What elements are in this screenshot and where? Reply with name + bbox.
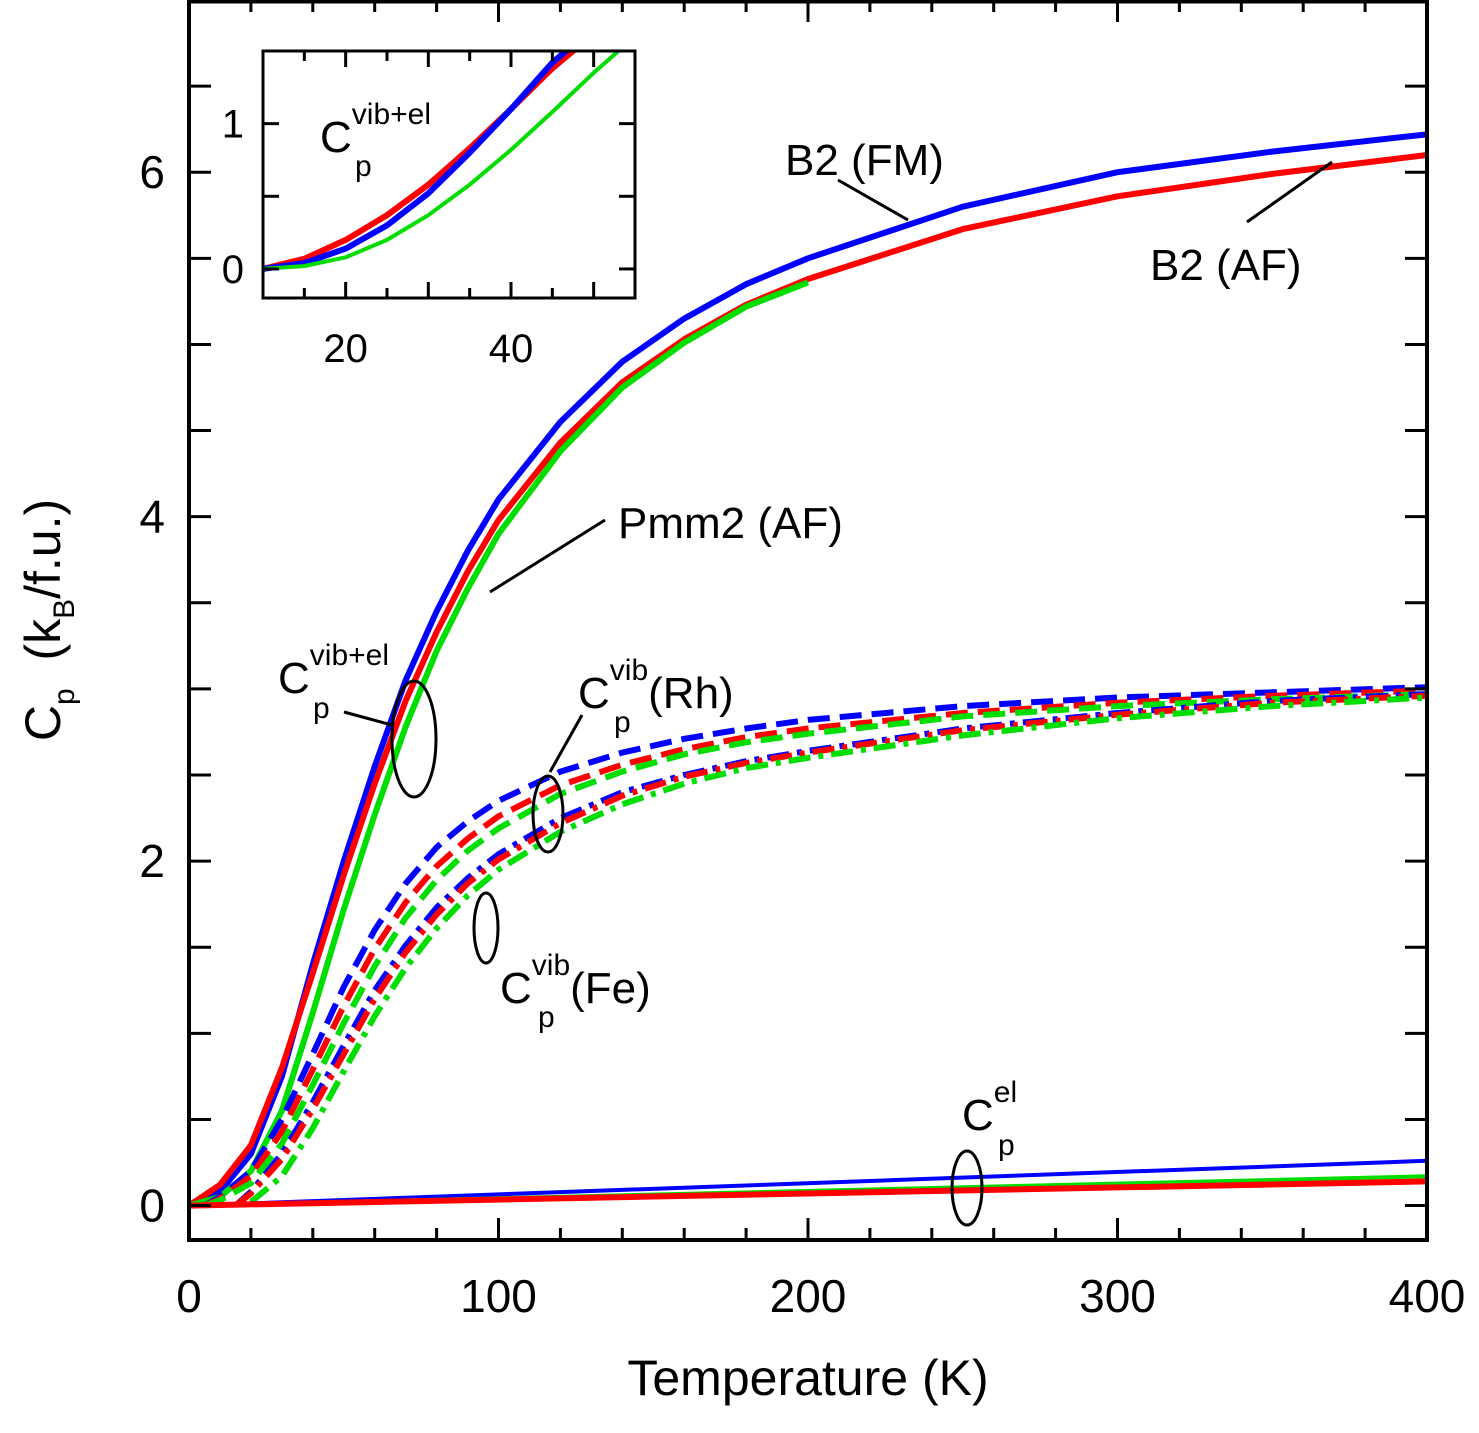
series-el-b2-fm [189, 1158, 1427, 1208]
series-el-b2-af [189, 1178, 1427, 1209]
inset-series-b2-fm [263, 51, 571, 272]
inset-label: Cvib+el [320, 98, 431, 162]
label-pmm2-af: Pmm2 (AF) [618, 499, 843, 548]
x-axis-label: Temperature (K) [627, 1350, 988, 1406]
x-tick-label: 100 [460, 1270, 537, 1322]
inset-series-pmm2-af [263, 51, 622, 271]
leader-cp-vib-el [343, 710, 393, 727]
series-vib-el-b2-af [189, 152, 1427, 1209]
inset-label-sub: p [355, 150, 372, 183]
label-b2-af: B2 (AF) [1150, 241, 1302, 290]
label-b2-fm: B2 (FM) [785, 136, 944, 185]
x-tick-label: 400 [1389, 1270, 1466, 1322]
ellipse-cp-vib-fe [472, 891, 500, 965]
ellipse-cp-el [950, 1149, 984, 1227]
label-cp-vib-el-sub: p [313, 692, 330, 725]
inset-x-tick-label: 20 [323, 327, 368, 371]
annotations: B2 (FM) B2 (AF) Pmm2 (AF) Cvib+el p Cvib… [278, 136, 1333, 1227]
label-cp-vib-el: Cvib+el [278, 639, 389, 703]
inset-frame [261, 49, 637, 300]
x-tick-label: 200 [770, 1270, 847, 1322]
ellipse-cp-vib-el [390, 679, 438, 799]
label-cp-vib-rh: Cvib(Rh) [578, 654, 734, 718]
y-tick-label: 2 [139, 835, 165, 887]
series-vib-rh-b2-fm [203, 684, 1427, 1209]
y-tick-label: 4 [139, 491, 165, 543]
leader-b2-af [1246, 160, 1333, 224]
label-cp-vib-rh-sub: p [614, 706, 631, 739]
leader-pmm2-af [489, 518, 606, 594]
x-tick-label: 300 [1079, 1270, 1156, 1322]
inset-axes: 20 40 0 1 [222, 49, 637, 371]
svg-text:Cp (kB/f.u.): Cp (kB/f.u.) [15, 499, 81, 741]
label-cp-vib-fe: Cvib(Fe) [500, 949, 651, 1013]
main-series-group [189, 131, 1427, 1209]
inset-y-tick-label: 1 [222, 103, 244, 147]
series-vib-fe-b2-af [233, 692, 1427, 1208]
inset-y-tick-label: 0 [222, 248, 244, 292]
ellipse-cp-vib-rh [531, 774, 565, 854]
y-tick-label: 0 [139, 1180, 165, 1232]
leader-b2-fm [837, 178, 909, 222]
y-axis-label: Cp (kB/f.u.) [15, 499, 81, 741]
series-vib-rh-pmm2-af [203, 691, 1427, 1209]
inset-x-tick-label: 40 [489, 327, 534, 371]
y-tick-label: 6 [139, 146, 165, 198]
x-tick-label: 0 [176, 1270, 202, 1322]
series-vib-el-pmm2-af [189, 279, 810, 1209]
label-cp-vib-fe-sub: p [538, 1001, 555, 1034]
label-cp-el-sub: p [998, 1129, 1015, 1162]
leader-cp-vib-rh [548, 714, 584, 773]
label-cp-el: Cel [962, 1076, 1017, 1140]
series-vib-fe-b2-fm [233, 691, 1427, 1208]
inset-series-group [263, 51, 622, 272]
